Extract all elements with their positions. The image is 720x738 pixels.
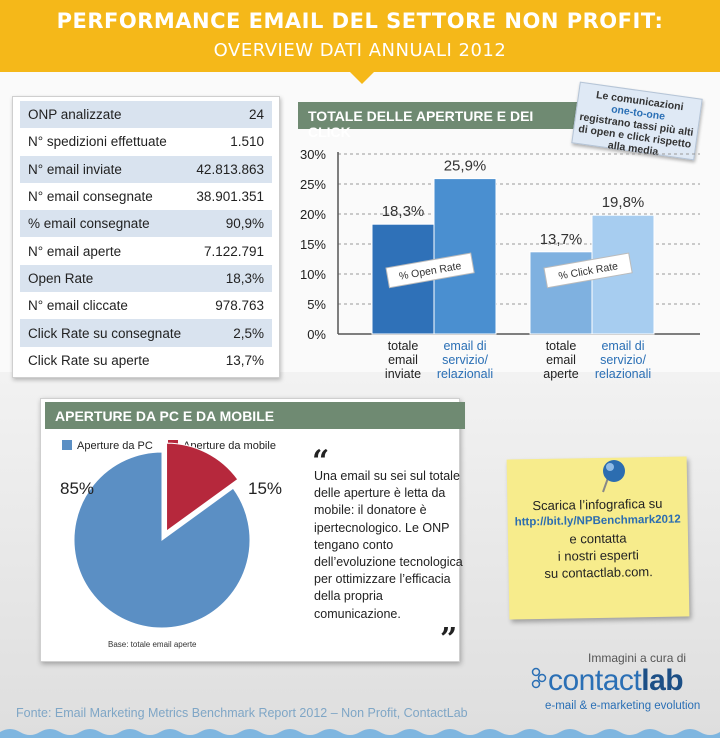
data-label: 13,7%	[540, 231, 583, 248]
bar-chart: 0% 5% 10% 15% 20% 25% 30% 18,3% 25,9% % Open Rate…	[300, 147, 700, 381]
data-label: 18,3%	[382, 203, 425, 220]
series-tag: % Click Rate	[543, 252, 633, 289]
y-tick-label: 15%	[300, 237, 326, 252]
slice-label: 15%	[248, 479, 282, 498]
y-tick-label: 20%	[300, 207, 326, 222]
quote-open-mark: “	[312, 444, 330, 479]
legend-label: Aperture da PC	[77, 440, 153, 452]
stats-label: N° spedizioni effettuate	[28, 134, 167, 150]
stats-table: ONP analizzate 24 N° spedizioni effettuate…	[12, 96, 280, 378]
stats-row: N° email cliccate 978.763	[20, 292, 272, 319]
data-label: 25,9%	[444, 158, 487, 175]
x-category-label: totale	[546, 339, 577, 353]
header-notch	[350, 72, 374, 84]
x-category-label: servizio/	[442, 353, 488, 367]
stats-row: Click Rate su consegnate 2,5%	[20, 319, 272, 347]
stats-label: Click Rate su aperte	[28, 352, 150, 368]
x-category-label: email di	[601, 339, 644, 353]
logo-part-b: lab	[641, 664, 684, 697]
postit-line4: su contactlab.com.	[544, 564, 653, 581]
credit-text: Immagini a cura di	[588, 651, 687, 665]
stats-value: 90,9%	[225, 216, 264, 232]
series-tag-box	[543, 252, 633, 289]
quote-close-mark: ”	[440, 622, 458, 657]
legend-label: Aperture da mobile	[183, 440, 276, 452]
source-note: Fonte: Email Marketing Metrics Benchmark…	[16, 706, 468, 720]
header-banner: PERFORMANCE EMAIL DEL SETTORE NON PROFIT…	[0, 0, 720, 72]
stats-label: N° email aperte	[28, 243, 122, 259]
series-tag: % Open Rate	[385, 252, 475, 289]
pie-chart: Aperture da PC Aperture da mobile 85% 15%	[60, 440, 282, 629]
x-category-label: totale	[388, 339, 419, 353]
stats-label: Click Rate su consegnate	[28, 325, 182, 341]
y-tick-label: 25%	[300, 177, 326, 192]
stats-label: % email consegnate	[28, 216, 150, 232]
bar-chart-title: TOTALE DELLE APERTURE E DEI CLICK	[298, 102, 580, 140]
stats-row: % email consegnate 90,9%	[20, 210, 272, 238]
pushpin-icon	[602, 460, 625, 493]
stats-row: N° email aperte 7.122.791	[20, 237, 272, 264]
stats-row: Open Rate 18,3%	[20, 264, 272, 293]
slice-label: 85%	[60, 479, 94, 498]
stats-value: 24	[248, 107, 264, 123]
stats-row: N° spedizioni effettuate 1.510	[20, 128, 272, 155]
stats-label: N° email consegnate	[28, 189, 153, 205]
x-category-label: servizio/	[600, 353, 646, 367]
y-tick-label: 30%	[300, 147, 326, 162]
stats-label: Open Rate	[28, 270, 94, 286]
x-category-label: email di	[443, 339, 486, 353]
page-subtitle: OVERVIEW DATI ANNUALI 2012	[213, 40, 507, 61]
stats-value: 38.901.351	[196, 189, 264, 205]
contactlab-logo[interactable]: contactlab	[548, 664, 684, 698]
pie-base-note: Base: totale email aperte	[108, 640, 197, 649]
logo-tagline: e-mail & e-marketing evolution	[545, 700, 701, 712]
infographic-link[interactable]: http://bit.ly/NPBenchmark2012	[514, 513, 681, 529]
stats-row: Click Rate su aperte 13,7%	[20, 347, 272, 374]
x-category-label: relazionali	[437, 367, 493, 381]
stats-value: 978.763	[215, 298, 264, 314]
contactlab-logo-icon	[531, 667, 547, 689]
y-tick-label: 0%	[307, 327, 326, 342]
stats-value: 18,3%	[225, 270, 264, 286]
y-tick-label: 10%	[300, 267, 326, 282]
stats-label: ONP analizzate	[28, 107, 122, 123]
stats-value: 7.122.791	[203, 243, 264, 259]
pie-chart-title: APERTURE DA PC E DA MOBILE	[45, 402, 465, 429]
page-title: PERFORMANCE EMAIL DEL SETTORE NON PROFIT…	[56, 9, 664, 33]
footer-wave	[0, 729, 720, 738]
stats-value: 13,7%	[225, 352, 264, 368]
pie-slice-pc	[73, 451, 251, 629]
x-category-label: relazionali	[595, 367, 651, 381]
series-tag-box	[385, 252, 475, 289]
data-label: 19,8%	[602, 194, 645, 211]
stats-label: N° email inviate	[28, 161, 122, 177]
stats-row: N° email inviate 42.813.863	[20, 155, 272, 183]
stats-value: 42.813.863	[196, 161, 264, 177]
x-category-label: aperte	[543, 367, 578, 381]
legend-swatch	[62, 440, 72, 450]
x-category-label: email	[388, 353, 418, 367]
stats-row: ONP analizzate 24	[20, 101, 272, 129]
x-category-label: inviate	[385, 367, 421, 381]
stats-value: 2,5%	[233, 325, 264, 341]
x-category-label: email	[546, 353, 576, 367]
stats-value: 1.510	[230, 134, 264, 150]
stats-row: N° email consegnate 38.901.351	[20, 183, 272, 210]
logo-part-a: contact	[548, 664, 642, 697]
quote-text: Una email su sei sul totale delle apertu…	[314, 469, 463, 621]
y-tick-label: 5%	[307, 297, 326, 312]
stats-label: N° email cliccate	[28, 298, 128, 314]
pie-slice-mobile	[166, 442, 239, 533]
